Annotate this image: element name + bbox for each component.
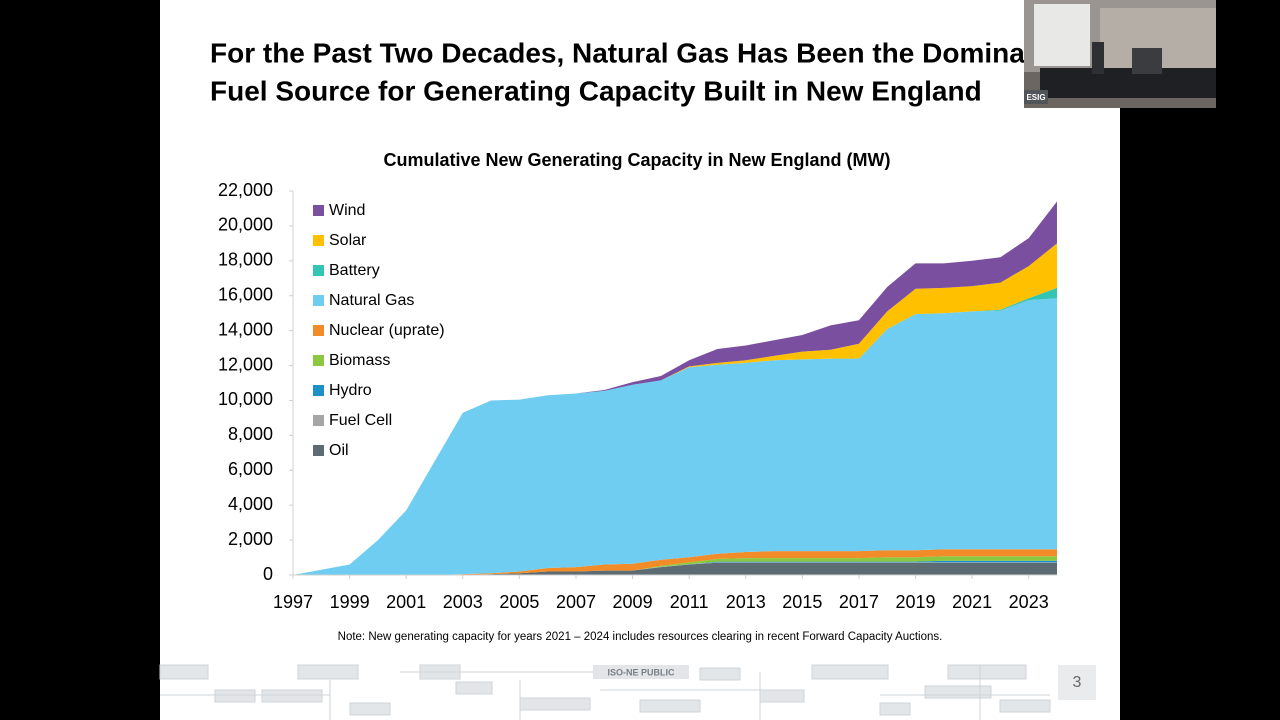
y-tick-label: 16,000 <box>218 284 273 304</box>
page-number: 3 <box>1073 674 1082 691</box>
y-tick-label: 2,000 <box>228 529 273 549</box>
x-tick-label: 2021 <box>952 592 992 612</box>
y-tick-label: 10,000 <box>218 389 273 409</box>
area-series <box>293 556 1057 575</box>
x-tick-label: 1999 <box>330 592 370 612</box>
x-tick-label: 2003 <box>443 592 483 612</box>
area-series <box>293 298 1057 575</box>
area-series <box>293 562 1057 575</box>
legend-label: Solar <box>329 232 367 249</box>
y-tick-label: 0 <box>263 564 273 584</box>
legend-label: Oil <box>329 442 349 459</box>
legend-label: Battery <box>329 262 380 279</box>
legend-swatch <box>313 205 324 216</box>
legend-swatch <box>313 235 324 246</box>
x-tick-label: 2001 <box>386 592 426 612</box>
y-tick-label: 20,000 <box>218 215 273 235</box>
footer-label: ISO-NE PUBLIC <box>607 667 675 677</box>
legend-swatch <box>313 295 324 306</box>
y-tick-label: 4,000 <box>228 494 273 514</box>
legend-label: Nuclear (uprate) <box>329 322 445 339</box>
x-tick-label: 2019 <box>895 592 935 612</box>
y-tick-label: 18,000 <box>218 250 273 270</box>
x-tick-label: 2009 <box>613 592 653 612</box>
area-series <box>293 560 1057 575</box>
video-label: ESIG <box>1026 93 1045 102</box>
legend-swatch <box>313 415 324 426</box>
x-tick-label: 2011 <box>670 592 709 612</box>
legend-label: Biomass <box>329 352 390 369</box>
legend-label: Fuel Cell <box>329 412 392 429</box>
y-tick-label: 6,000 <box>228 459 273 479</box>
legend-swatch <box>313 265 324 276</box>
y-tick-label: 14,000 <box>218 319 273 339</box>
legend-label: Hydro <box>329 382 372 399</box>
x-tick-label: 2007 <box>556 592 596 612</box>
legend-swatch <box>313 325 324 336</box>
page-number-box <box>1058 665 1096 700</box>
area-series <box>293 549 1057 575</box>
x-tick-label: 2005 <box>499 592 539 612</box>
video-overlay: ESIG <box>1024 0 1216 108</box>
footer-label-box <box>593 665 689 679</box>
slide-title: For the Past Two Decades, Natural Gas Ha… <box>210 37 1051 68</box>
chart-note: Note: New generating capacity for years … <box>338 631 943 643</box>
legend-swatch <box>313 445 324 456</box>
chart-title: Cumulative New Generating Capacity in Ne… <box>383 150 890 170</box>
legend-label: Natural Gas <box>329 292 414 309</box>
slide-title: Fuel Source for Generating Capacity Buil… <box>210 75 982 106</box>
legend-swatch <box>313 355 324 366</box>
y-tick-label: 8,000 <box>228 424 273 444</box>
legend-swatch <box>313 385 324 396</box>
legend-label: Wind <box>329 202 365 219</box>
y-tick-label: 22,000 <box>218 180 273 200</box>
footer-pattern <box>159 664 1051 720</box>
x-tick-label: 2023 <box>1009 592 1049 612</box>
y-tick-label: 12,000 <box>218 354 273 374</box>
chart: 0 2,000 4,000 6,000 8,000 10,000 12,000 14,000 1… <box>218 180 1057 612</box>
x-tick-label: 2015 <box>782 592 822 612</box>
x-tick-label: 2017 <box>839 592 879 612</box>
x-tick-label: 1997 <box>273 592 313 612</box>
x-tick-label: 2013 <box>726 592 766 612</box>
